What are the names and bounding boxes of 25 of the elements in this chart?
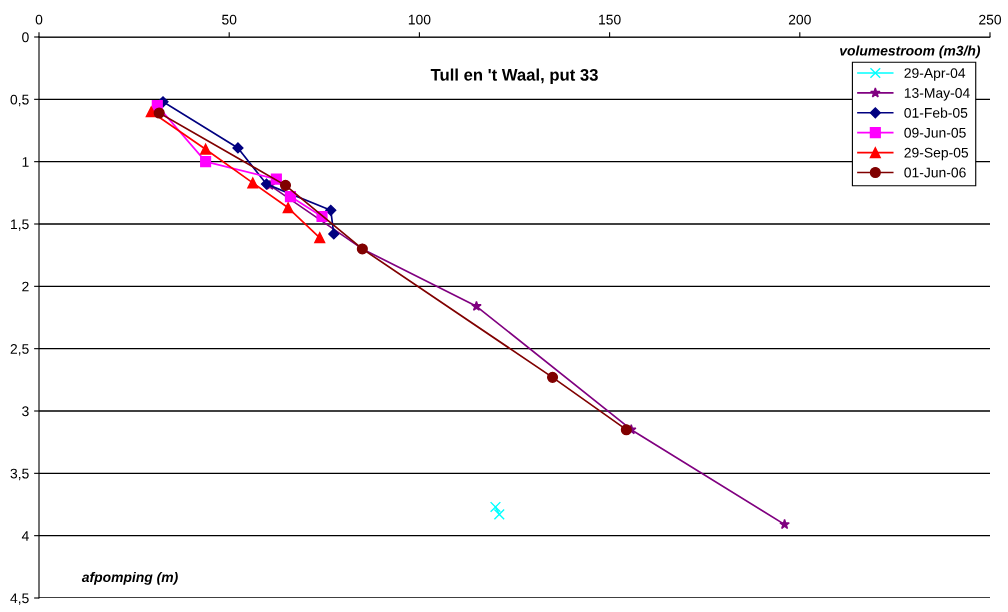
legend-label: 29-Apr-04 bbox=[904, 68, 966, 81]
x-tick-label: 100 bbox=[408, 14, 431, 25]
y-tick-label: 3 bbox=[22, 406, 29, 417]
legend-label: 09-Jun-05 bbox=[904, 127, 966, 138]
x-tick-label: 0 bbox=[35, 14, 43, 25]
x-tick-label: 50 bbox=[222, 14, 237, 25]
legend-label: 01-Jun-06 bbox=[904, 167, 966, 178]
x-axis-title: volumestroom (m3/h) bbox=[840, 45, 981, 59]
x-tick-label: 150 bbox=[599, 14, 621, 25]
y-tick-label: 1 bbox=[22, 157, 29, 167]
x-tick-label: 200 bbox=[788, 14, 811, 25]
legend-label: 29-Sep-05 bbox=[904, 147, 969, 161]
legend-label: 01-Feb-05 bbox=[904, 107, 968, 118]
x-tick-label: 250 bbox=[979, 14, 1002, 25]
y-tick-label: 0 bbox=[22, 32, 29, 43]
legend-label: 13-May-04 bbox=[904, 88, 970, 101]
y-tick-label: 2,5 bbox=[10, 344, 29, 356]
y-tick-label: 2 bbox=[22, 281, 29, 292]
text: Tull en 't Waal, put 33 bbox=[430, 68, 598, 85]
y-tick-label: 4,5 bbox=[10, 593, 29, 605]
y-axis-title: afpomping (m) bbox=[81, 571, 178, 585]
y-tick-label: 0,5 bbox=[10, 94, 29, 107]
y-tick-label: 4 bbox=[21, 531, 29, 541]
y-tick-label: 1,5 bbox=[11, 219, 29, 231]
y-tick-label: 3,5 bbox=[10, 468, 29, 481]
